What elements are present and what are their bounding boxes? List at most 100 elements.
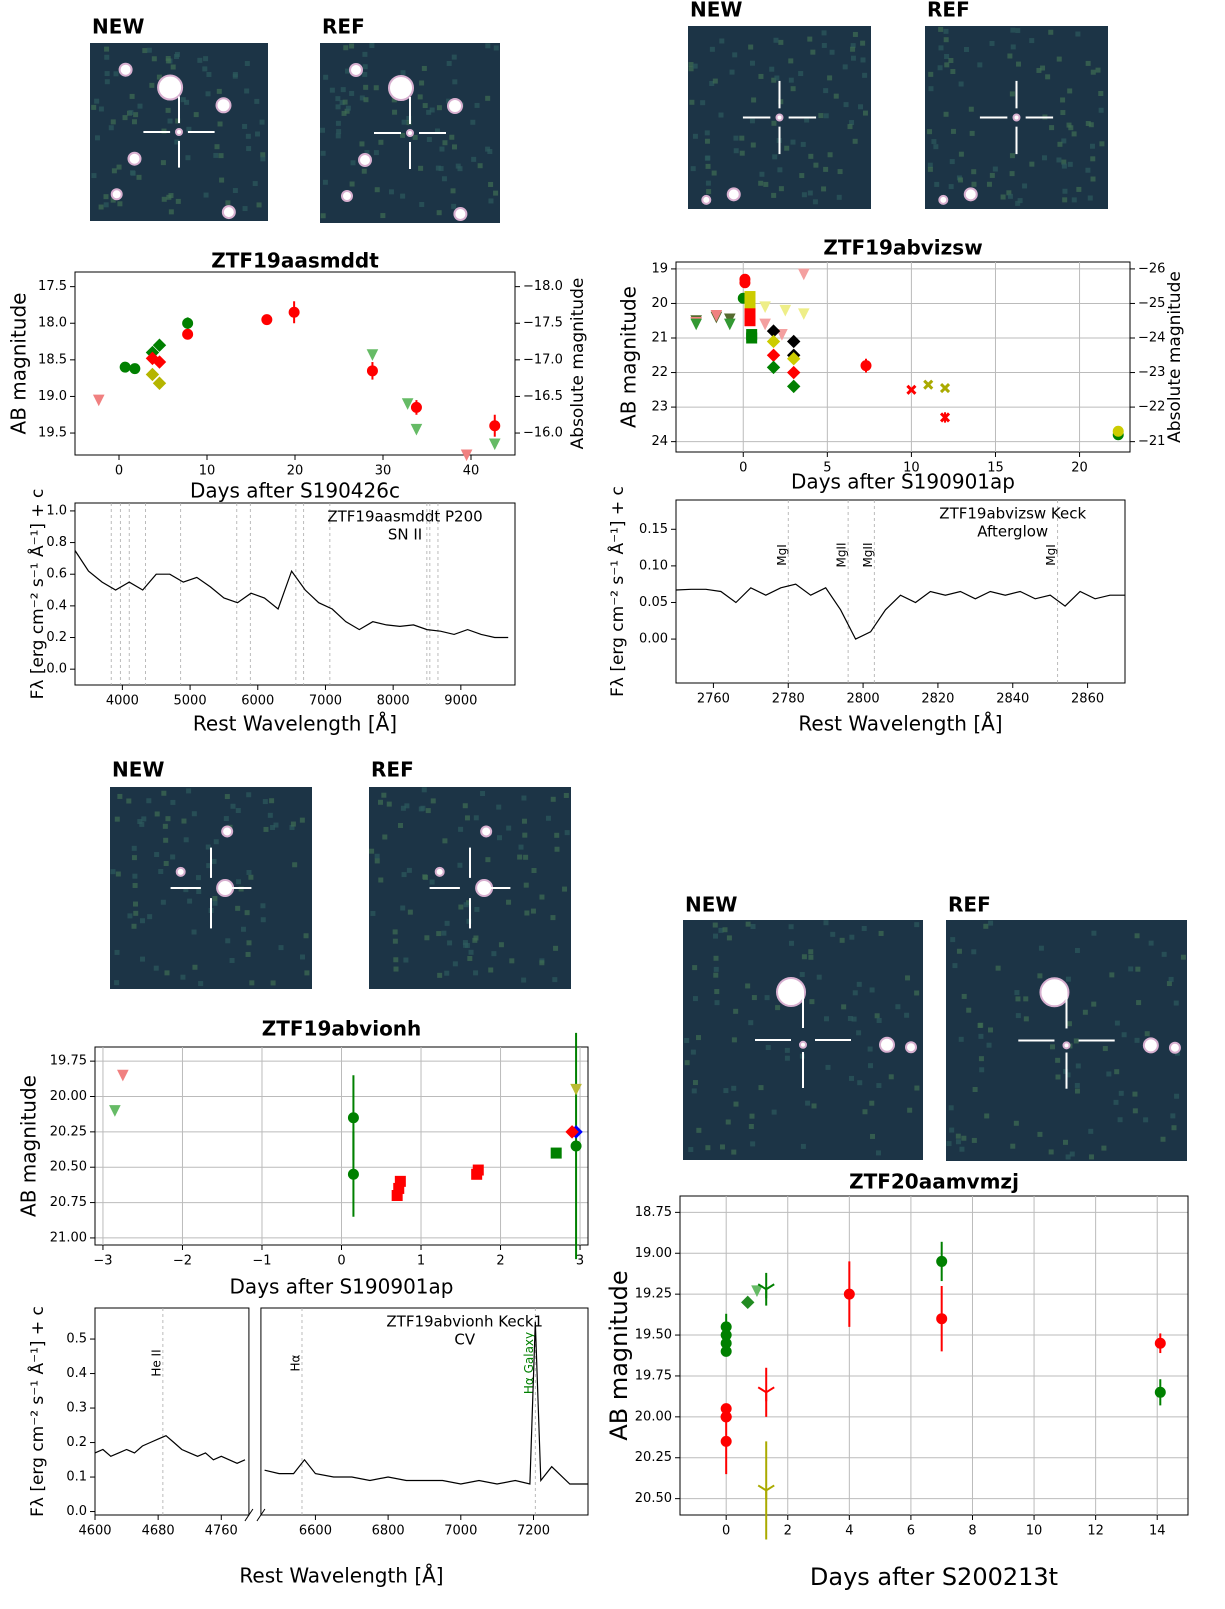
noise bbox=[417, 94, 423, 100]
noise bbox=[928, 71, 934, 77]
noise bbox=[971, 169, 977, 175]
line-label: Hα Galaxy bbox=[522, 1332, 536, 1394]
noise bbox=[335, 120, 341, 126]
noise bbox=[139, 918, 145, 924]
noise bbox=[961, 1135, 967, 1141]
noise bbox=[790, 86, 796, 92]
noise bbox=[1087, 195, 1093, 201]
noise bbox=[466, 918, 472, 924]
noise bbox=[1065, 1154, 1071, 1160]
noise bbox=[1088, 1128, 1094, 1134]
noise bbox=[530, 908, 536, 914]
source bbox=[118, 62, 133, 77]
noise bbox=[168, 209, 174, 215]
noise bbox=[1015, 28, 1021, 34]
noise bbox=[751, 995, 757, 1001]
y-tick-label: 0.5 bbox=[66, 1332, 87, 1347]
noise bbox=[133, 901, 139, 907]
noise bbox=[223, 816, 229, 822]
noise bbox=[811, 1103, 817, 1109]
noise bbox=[407, 909, 413, 915]
source bbox=[341, 190, 353, 202]
noise bbox=[722, 927, 728, 933]
point bbox=[757, 1484, 775, 1500]
source bbox=[905, 1041, 917, 1054]
x-tick-label: 0 bbox=[739, 461, 747, 476]
noise bbox=[950, 128, 956, 134]
noise bbox=[847, 1015, 853, 1021]
noise bbox=[784, 145, 790, 151]
point bbox=[939, 412, 951, 423]
noise bbox=[801, 192, 807, 198]
noise bbox=[175, 198, 181, 204]
noise bbox=[531, 868, 537, 874]
noise bbox=[218, 153, 224, 159]
noise bbox=[161, 196, 167, 202]
noise bbox=[236, 879, 242, 885]
point bbox=[1154, 1337, 1166, 1349]
noise bbox=[435, 128, 441, 134]
noise bbox=[429, 107, 435, 113]
noise bbox=[191, 811, 197, 817]
x-tick-label: 2780 bbox=[772, 692, 805, 707]
noise bbox=[684, 1060, 690, 1066]
noise bbox=[213, 152, 219, 158]
noise bbox=[907, 1107, 913, 1113]
noise bbox=[1082, 1009, 1088, 1015]
y-tick-label: 19.75 bbox=[50, 1054, 87, 1069]
noise bbox=[170, 854, 176, 860]
noise bbox=[225, 200, 231, 206]
noise bbox=[1041, 155, 1047, 161]
noise bbox=[927, 129, 933, 135]
noise bbox=[446, 60, 452, 66]
point bbox=[710, 310, 723, 322]
line-label: MgI bbox=[1044, 544, 1058, 566]
point bbox=[766, 334, 781, 349]
noise bbox=[1109, 972, 1115, 978]
noise bbox=[750, 1141, 756, 1147]
noise bbox=[117, 793, 123, 799]
annotation: SN II bbox=[388, 526, 422, 544]
cutout-label: NEW bbox=[690, 0, 742, 22]
noise bbox=[956, 948, 962, 954]
point bbox=[488, 438, 501, 451]
noise bbox=[452, 79, 458, 85]
noise bbox=[692, 133, 698, 139]
x-tick-label: 7000 bbox=[444, 1524, 477, 1539]
source bbox=[127, 151, 142, 166]
noise bbox=[451, 54, 457, 60]
noise bbox=[442, 838, 448, 844]
noise bbox=[868, 1063, 874, 1069]
noise bbox=[1074, 947, 1080, 953]
noise bbox=[861, 925, 867, 931]
noise bbox=[401, 119, 407, 125]
noise bbox=[246, 792, 252, 798]
noise bbox=[418, 165, 424, 171]
y-axis-label: AB magnitude bbox=[7, 293, 31, 435]
y-tick-label: 20.00 bbox=[50, 1089, 87, 1104]
x-tick-label: 14 bbox=[1149, 1524, 1166, 1539]
y-tick-label: 24 bbox=[651, 434, 668, 449]
noise bbox=[114, 980, 120, 986]
noise bbox=[1061, 159, 1067, 165]
noise bbox=[1161, 951, 1167, 957]
noise bbox=[235, 808, 241, 814]
cutout-image bbox=[369, 787, 571, 989]
source bbox=[1062, 1041, 1071, 1050]
noise bbox=[439, 146, 445, 152]
noise bbox=[731, 1037, 737, 1043]
noise bbox=[230, 803, 236, 809]
noise bbox=[1074, 1082, 1080, 1088]
noise bbox=[774, 75, 780, 81]
source bbox=[1168, 1041, 1181, 1054]
noise bbox=[175, 118, 181, 124]
noise bbox=[706, 189, 712, 195]
noise bbox=[977, 62, 983, 68]
spectrum bbox=[675, 583, 1125, 640]
noise bbox=[496, 804, 502, 810]
x-tick-label: 4 bbox=[845, 1524, 853, 1539]
noise bbox=[842, 64, 848, 70]
noise bbox=[713, 972, 719, 978]
noise bbox=[186, 126, 192, 132]
x-tick-label: 9000 bbox=[444, 694, 477, 709]
